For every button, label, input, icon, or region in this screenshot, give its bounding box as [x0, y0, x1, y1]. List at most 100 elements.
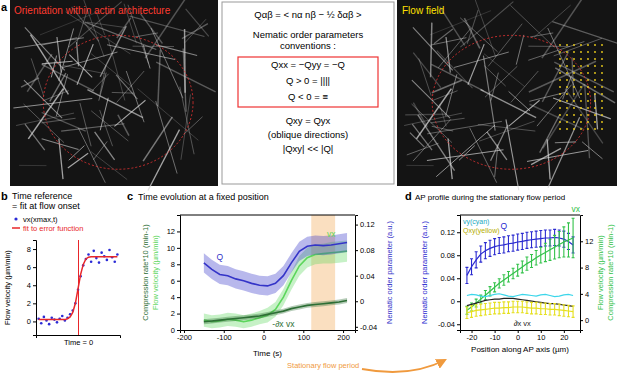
flow-vector — [594, 93, 596, 95]
flow-vector — [601, 107, 603, 109]
fiber — [427, 121, 502, 133]
flow-vector — [601, 58, 603, 60]
series-label: Qxy(yellow) — [463, 227, 500, 235]
fiber — [77, 44, 93, 85]
flow-vector — [580, 58, 582, 60]
tick-label: 0 — [171, 326, 175, 335]
axis-title: Flow velocity (µm/min) — [3, 250, 12, 325]
flow-vector — [601, 93, 603, 95]
tick-label: 6 — [171, 277, 175, 286]
fiber — [99, 73, 106, 101]
flow-vector — [573, 107, 575, 109]
flow-vector — [566, 72, 568, 74]
fiber — [509, 91, 530, 110]
tick-label: 0 — [360, 297, 364, 306]
frame-top — [460, 215, 580, 216]
series-label: vx — [572, 204, 581, 214]
flow-vector — [594, 128, 596, 130]
axis-line — [581, 216, 584, 331]
fiber — [572, 57, 574, 96]
flow-vector — [601, 114, 603, 116]
tick-label: 0.08 — [360, 246, 375, 255]
fiber — [19, 165, 46, 166]
fiber — [464, 18, 479, 48]
fiber — [412, 124, 432, 150]
tick: 4 — [171, 293, 180, 302]
fiber — [59, 139, 63, 179]
data-point — [113, 260, 116, 263]
flow-vector — [601, 86, 603, 88]
tick: 4 — [27, 281, 36, 290]
flow-vector — [580, 93, 582, 95]
series-label: vy(cyan) — [463, 218, 489, 226]
tick-label: 0.04 — [440, 274, 455, 283]
image-title: Orientation within actin architecture — [14, 5, 171, 16]
fiber — [565, 89, 603, 144]
flow-vector — [601, 44, 603, 46]
tick: 0.12 — [440, 228, 460, 237]
tick: 100 — [298, 330, 311, 342]
fiber — [158, 50, 160, 106]
flow-vector — [566, 128, 568, 130]
tick-mark — [457, 255, 460, 256]
flow-vector — [573, 44, 575, 46]
tick: 8 — [580, 263, 589, 272]
panel-label: a — [1, 1, 8, 13]
series-line — [467, 307, 573, 313]
tick-label: 0.12 — [440, 228, 455, 237]
fiber — [495, 144, 498, 177]
cell-outline — [43, 35, 193, 169]
flow-vector — [587, 107, 589, 109]
flow-vector — [601, 72, 603, 74]
fiber — [484, 54, 525, 87]
convention-box — [222, 2, 394, 184]
flow-vector — [573, 51, 575, 53]
series-line — [467, 237, 573, 275]
data-point — [61, 315, 64, 318]
fiber — [413, 119, 451, 161]
flow-vector — [566, 44, 568, 46]
axis-title: Compression rate*10 (min-1) — [606, 224, 615, 321]
micrograph — [397, 0, 617, 190]
flow-vector — [573, 79, 575, 81]
fiber — [410, 133, 424, 147]
fiber — [59, 28, 74, 80]
tick-mark — [33, 285, 36, 286]
fiber — [112, 92, 135, 94]
tick-mark — [580, 320, 583, 321]
flow-vector — [566, 86, 568, 88]
tick-mark — [355, 250, 358, 251]
flow-vector — [559, 51, 561, 53]
series-label: Q — [216, 252, 223, 262]
data-point — [56, 321, 59, 324]
plot-area — [204, 215, 347, 330]
tick-label: 0.04 — [360, 272, 375, 281]
tick: 0 — [27, 317, 36, 326]
series-label: Q — [501, 221, 508, 231]
panel-label: c — [127, 190, 133, 202]
fiber — [506, 119, 519, 190]
flow-vector — [594, 114, 596, 116]
flow-vector — [559, 58, 561, 60]
fiber — [405, 114, 446, 116]
convention-text: Nematic order parameters — [253, 29, 364, 40]
tick-label: -0.04 — [360, 323, 377, 332]
axis: 024681012 — [167, 216, 181, 335]
fiber — [42, 64, 94, 90]
flow-vector — [559, 114, 561, 116]
fiber — [555, 68, 615, 103]
fiber — [548, 117, 580, 188]
plot-area — [37, 249, 118, 326]
fiber — [595, 94, 598, 130]
data-point — [48, 323, 51, 326]
tick: -0.04 — [355, 323, 377, 332]
tick: Time = 0 — [64, 240, 93, 347]
axis-line — [356, 216, 359, 331]
fiber — [151, 28, 183, 98]
axis: Time = 0 — [37, 240, 121, 347]
flow-vector — [587, 65, 589, 67]
fiber — [555, 141, 576, 143]
tick: 0 — [516, 330, 520, 342]
flow-vector — [573, 121, 575, 123]
data-point — [98, 261, 101, 264]
